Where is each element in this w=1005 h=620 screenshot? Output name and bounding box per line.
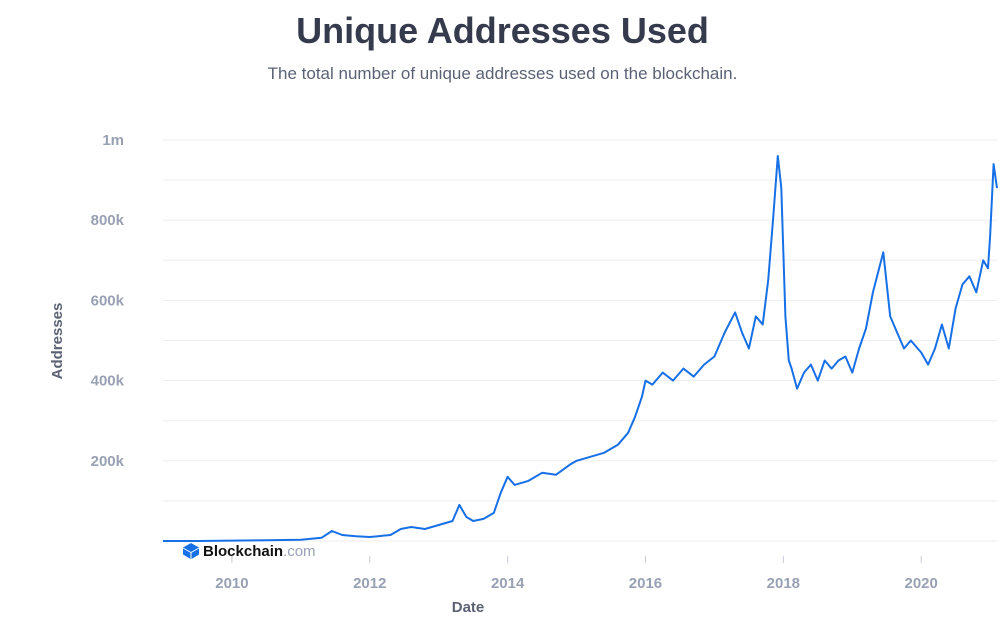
y-tick-label: 200k <box>91 453 125 470</box>
y-tick-label: 1m <box>102 132 124 149</box>
series-line <box>163 155 998 542</box>
y-axis-label: Addresses <box>49 303 66 380</box>
x-tick-label: 2016 <box>629 575 662 592</box>
x-tick-label: 2014 <box>491 575 525 592</box>
x-tick-label: 2010 <box>215 575 248 592</box>
chart-title: Unique Addresses Used <box>296 10 709 51</box>
svg-text:Blockchain.com: Blockchain.com <box>203 543 316 560</box>
y-tick-label: 600k <box>91 292 125 309</box>
x-axis-ticks: 2010 2012 2014 2016 2018 2020 <box>215 556 938 592</box>
y-tick-label: 800k <box>91 212 125 229</box>
y-axis-ticks: 200k 400k 600k 800k 1m <box>91 132 125 470</box>
x-tick-label: 2012 <box>353 575 386 592</box>
blockchain-logo-icon <box>183 543 199 559</box>
brand-suffix: .com <box>283 543 316 560</box>
x-tick-label: 2018 <box>767 575 800 592</box>
x-axis-label: Date <box>452 599 485 616</box>
y-tick-label: 400k <box>91 373 125 390</box>
blockchain-branding: Blockchain.com <box>183 543 316 560</box>
chart-subtitle: The total number of unique addresses use… <box>267 64 738 83</box>
brand-name: Blockchain <box>203 543 283 560</box>
x-tick-label: 2020 <box>904 575 937 592</box>
grid-lines <box>163 139 997 542</box>
